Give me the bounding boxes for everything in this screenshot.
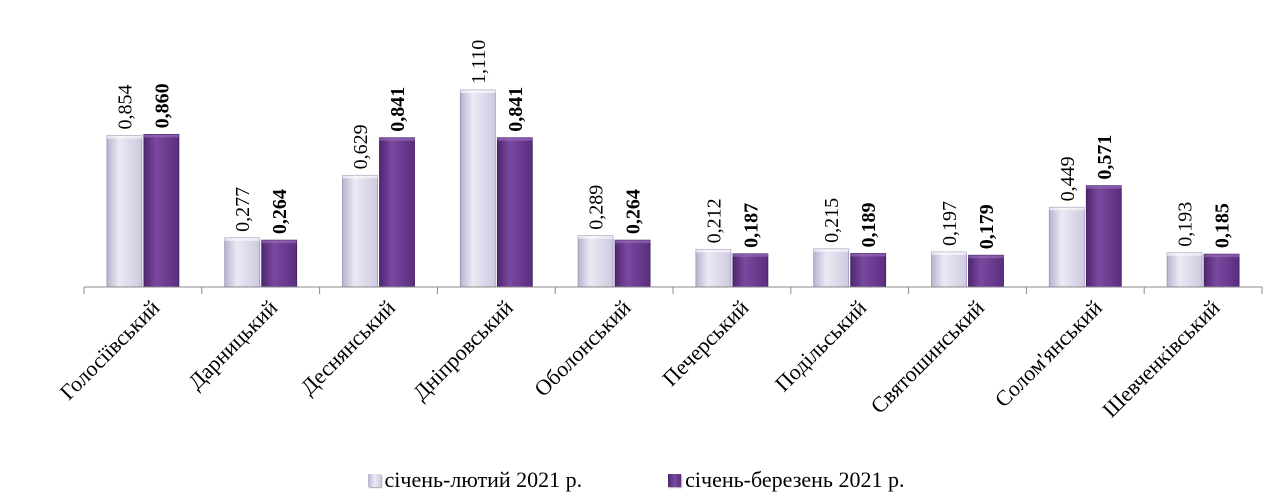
bar-series-2 — [261, 239, 298, 288]
bar-series-2 — [850, 253, 887, 288]
data-label-series-2: 0,187 — [740, 203, 762, 248]
data-label-series-1: 0,212 — [703, 198, 725, 243]
x-tick-label: Святошинський — [865, 295, 989, 419]
bar-top-highlight — [732, 253, 768, 257]
bar-series-1 — [342, 174, 378, 288]
data-label-series-2: 0,185 — [1212, 203, 1234, 248]
bar-top-highlight — [578, 235, 614, 239]
bar-series-2 — [379, 137, 415, 288]
bar-series-1 — [577, 235, 614, 288]
bar-series-1 — [459, 89, 496, 288]
bar-top-highlight — [615, 240, 651, 244]
bar-top-highlight — [143, 134, 179, 138]
bar-series-1 — [813, 248, 850, 288]
data-label-series-1: 0,197 — [939, 201, 961, 246]
bar-top-highlight — [224, 237, 260, 241]
bar-top-highlight — [342, 175, 378, 179]
data-label-series-2: 0,189 — [858, 202, 880, 247]
data-label-series-1: 0,629 — [350, 124, 372, 169]
data-label-series-1: 0,289 — [586, 185, 608, 230]
bar-top-highlight — [261, 240, 297, 244]
data-label-series-1: 1,110 — [468, 40, 490, 84]
bar-series-1 — [1048, 206, 1085, 288]
data-label-series-2: 0,264 — [269, 189, 291, 234]
data-label-series-2: 0,264 — [623, 189, 645, 234]
bar-series-2 — [496, 137, 533, 288]
bar-top-highlight — [931, 252, 967, 256]
data-label-series-1: 0,215 — [821, 198, 843, 243]
data-label-series-2: 0,860 — [151, 83, 173, 128]
legend-item-series-2: січень-березень 2021 р. — [668, 467, 904, 493]
data-label-series-1: 0,277 — [232, 187, 254, 232]
bar-chart: 0,854 0,860 Голосіївський 0,277 0,264 Дарниць… — [55, 40, 1263, 423]
x-tick-label: Голосіївський — [55, 295, 165, 405]
bar-series-2 — [1085, 185, 1122, 288]
x-tick-label: Шевченківський — [1097, 295, 1225, 423]
data-label-series-2: 0,571 — [1094, 135, 1116, 180]
x-tick-label: Печерський — [657, 295, 753, 391]
bar-series-1 — [1166, 252, 1203, 288]
x-tick-label: Подільський — [770, 295, 872, 397]
x-tick-label: Солом'янський — [990, 295, 1107, 412]
bar-top-highlight — [695, 249, 731, 253]
bar-top-highlight — [813, 248, 849, 252]
bar-series-2 — [614, 239, 651, 288]
bar-top-highlight — [379, 137, 415, 141]
x-tick-label: Деснянський — [295, 295, 400, 400]
legend-item-series-1: січень-лютий 2021 р. — [367, 467, 583, 493]
x-tick-label: Дніпровський — [408, 295, 518, 405]
legend-label-series-1: січень-лютий 2021 р. — [384, 467, 583, 492]
bar-series-1 — [931, 251, 967, 288]
x-tick-label: Дарницький — [183, 295, 282, 394]
bar-top-highlight — [1204, 254, 1240, 258]
data-label-series-2: 0,841 — [505, 87, 527, 132]
data-label-series-2: 0,179 — [976, 204, 998, 249]
data-label-series-1: 0,193 — [1175, 202, 1197, 247]
bar-series-1 — [695, 248, 732, 288]
data-label-series-2: 0,841 — [387, 87, 409, 132]
bar-series-2 — [143, 133, 180, 288]
bar-series-1 — [224, 237, 261, 288]
bar-top-highlight — [1086, 185, 1122, 189]
bar-top-highlight — [1049, 207, 1085, 211]
bar-top-highlight — [1167, 252, 1203, 256]
data-label-series-1: 0,854 — [114, 84, 136, 129]
legend-label-series-2: січень-березень 2021 р. — [685, 467, 905, 492]
bar-top-highlight — [460, 90, 496, 93]
legend: січень-лютий 2021 р. січень-березень 202… — [0, 466, 1272, 494]
bar-series-2 — [732, 253, 769, 288]
bar-top-highlight — [497, 137, 533, 141]
data-label-series-1: 0,449 — [1057, 156, 1079, 201]
bar-series-2 — [968, 254, 1004, 288]
bar-series-1 — [106, 135, 143, 288]
bar-top-highlight — [968, 255, 1004, 259]
x-tick-label: Оболонський — [529, 295, 636, 402]
bar-top-highlight — [106, 135, 142, 139]
bar-top-highlight — [850, 253, 886, 257]
bar-series-2 — [1203, 253, 1240, 288]
legend-swatch-series-1 — [367, 473, 381, 487]
legend-swatch-series-2 — [668, 473, 682, 487]
